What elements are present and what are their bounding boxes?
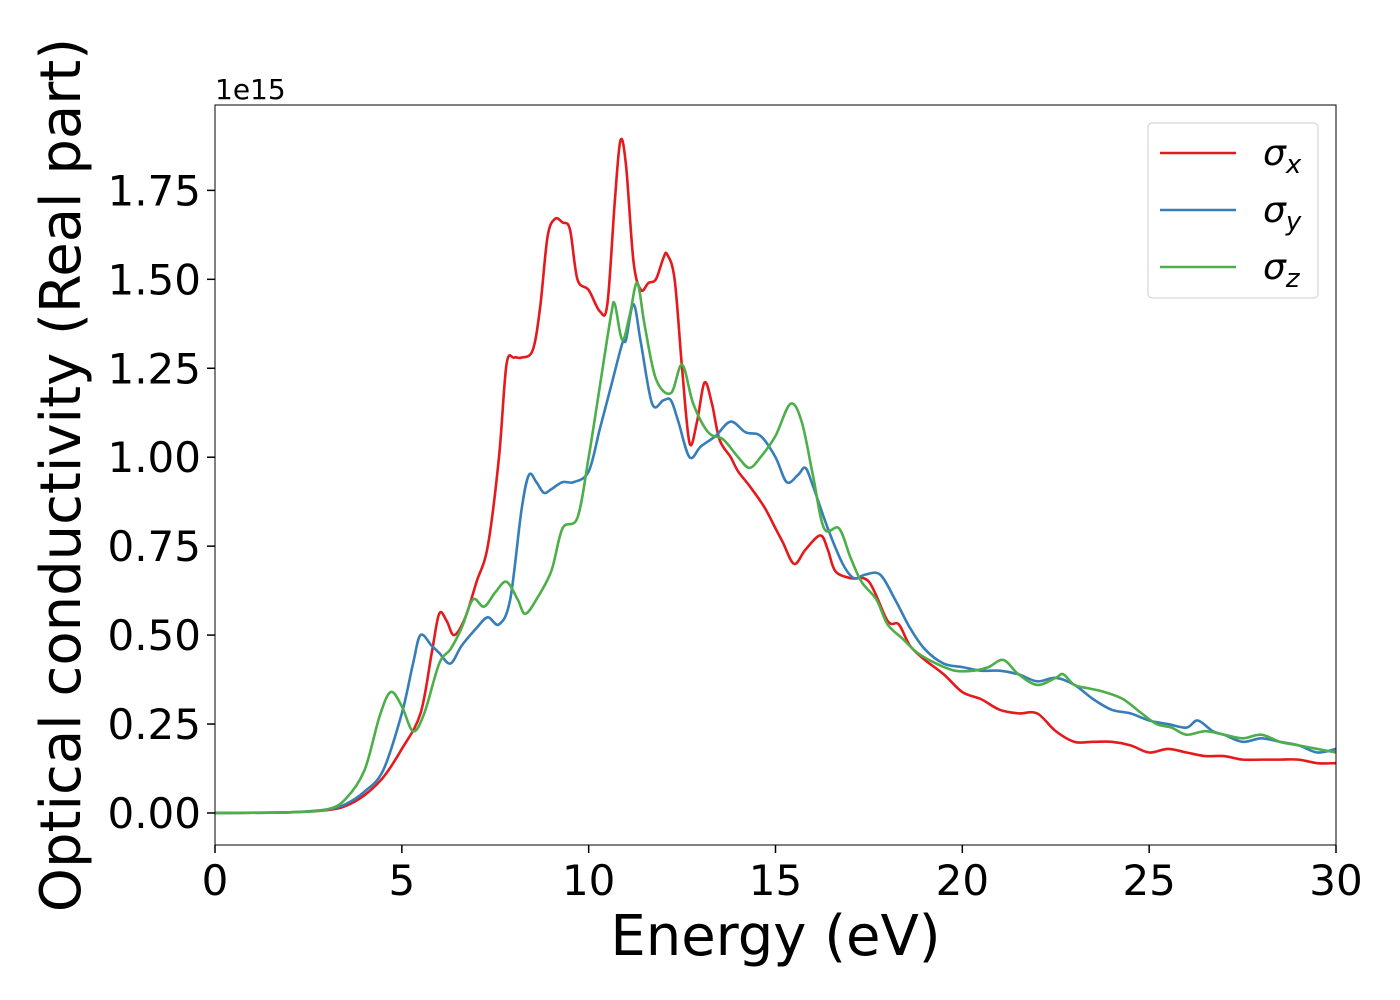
series-line-x — [215, 137, 1336, 815]
legend-label-z: σz — [1263, 247, 1301, 294]
legend-label-x: σx — [1263, 133, 1302, 180]
y-axis-label: Optical conductivity (Real part) — [29, 38, 94, 912]
legend: σx σy σz — [1147, 122, 1319, 299]
y-tick-label: 1.50 — [107, 255, 201, 304]
x-tick-label: 25 — [1122, 856, 1175, 905]
series-line-y — [215, 302, 1336, 815]
x-tick-label: 0 — [202, 856, 229, 905]
y-axis: 0.00 0.25 0.50 0.75 1.00 1.25 1.50 1.75 — [107, 166, 215, 838]
y-tick-label: 0.75 — [107, 522, 201, 571]
x-tick-label: 20 — [936, 856, 989, 905]
y-tick-label: 0.25 — [107, 700, 201, 749]
x-tick-label: 5 — [388, 856, 415, 905]
y-tick-label: 1.00 — [107, 433, 201, 482]
y-offset-text: 1e15 — [215, 73, 286, 106]
y-tick-label: 1.25 — [107, 344, 201, 393]
y-tick-label: 0.00 — [107, 789, 201, 838]
x-axis: 0 5 10 15 20 25 30 — [202, 845, 1363, 905]
x-axis-label: Energy (eV) — [610, 904, 940, 969]
x-tick-label: 30 — [1309, 856, 1362, 905]
legend-label-y: σy — [1263, 190, 1302, 237]
series-line-z — [215, 281, 1336, 815]
x-tick-label: 15 — [749, 856, 802, 905]
y-tick-label: 0.50 — [107, 611, 201, 660]
series-layer — [215, 137, 1336, 815]
x-tick-label: 10 — [562, 856, 615, 905]
y-tick-label: 1.75 — [107, 166, 201, 215]
